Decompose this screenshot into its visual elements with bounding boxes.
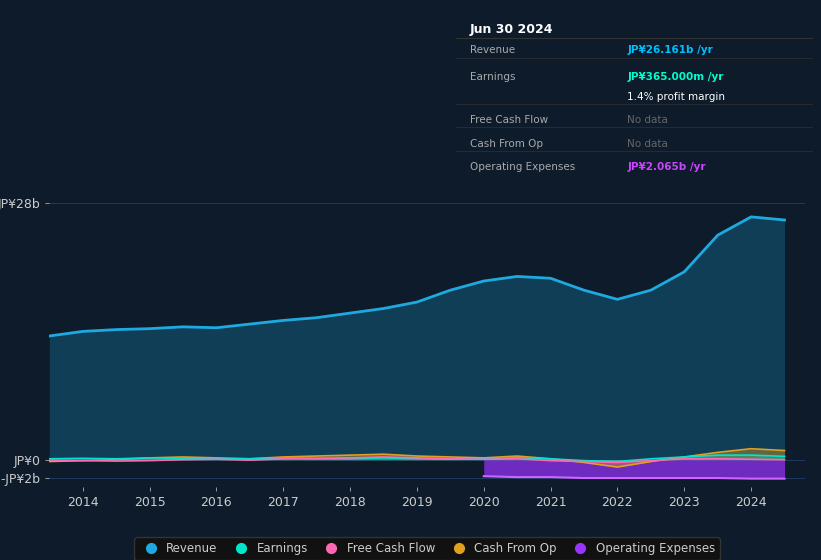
Text: 1.4% profit margin: 1.4% profit margin <box>627 92 725 102</box>
Text: No data: No data <box>627 115 668 125</box>
Text: JP¥365.000m /yr: JP¥365.000m /yr <box>627 72 723 82</box>
Text: JP¥2.065b /yr: JP¥2.065b /yr <box>627 162 705 172</box>
Text: No data: No data <box>627 139 668 149</box>
Text: JP¥26.161b /yr: JP¥26.161b /yr <box>627 45 713 55</box>
Text: Jun 30 2024: Jun 30 2024 <box>470 23 553 36</box>
Text: Cash From Op: Cash From Op <box>470 139 543 149</box>
Legend: Revenue, Earnings, Free Cash Flow, Cash From Op, Operating Expenses: Revenue, Earnings, Free Cash Flow, Cash … <box>135 538 719 560</box>
Text: Revenue: Revenue <box>470 45 515 55</box>
Text: Operating Expenses: Operating Expenses <box>470 162 576 172</box>
Text: Free Cash Flow: Free Cash Flow <box>470 115 548 125</box>
Text: Earnings: Earnings <box>470 72 516 82</box>
